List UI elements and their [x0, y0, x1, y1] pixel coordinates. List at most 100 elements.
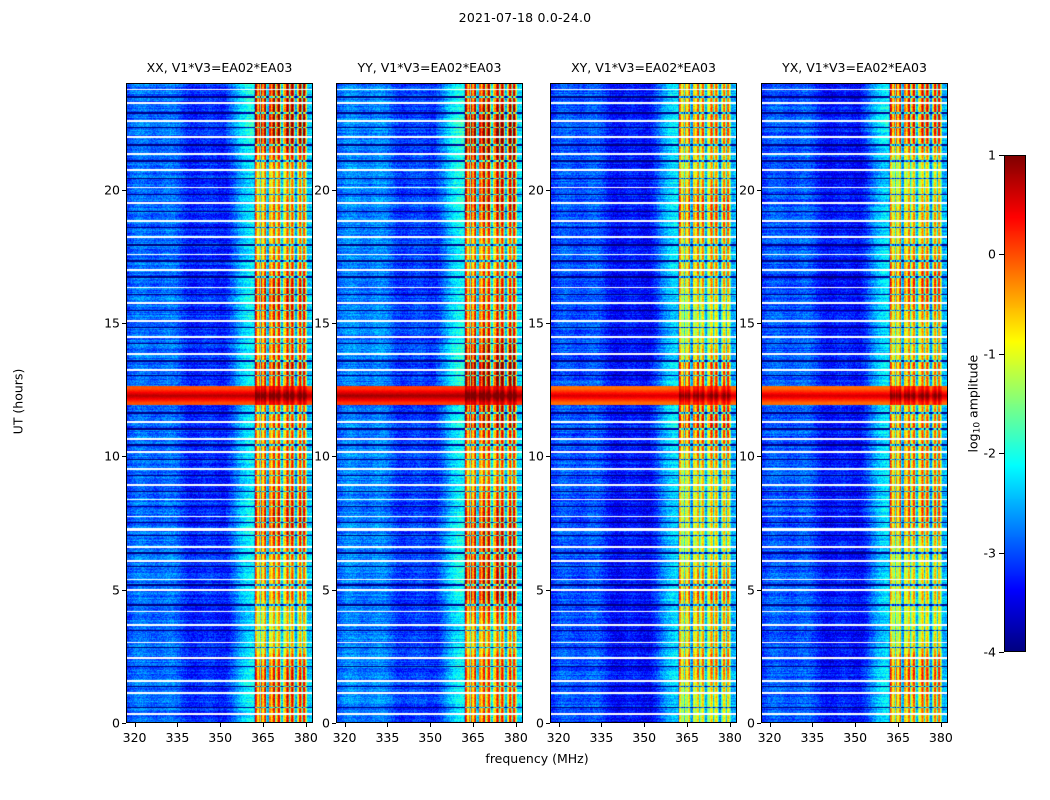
colorbar-frame	[1004, 155, 1026, 652]
y-tick-label: 15	[314, 315, 330, 331]
y-tick-label: 10	[314, 448, 330, 464]
colorbar-tick-mark	[999, 155, 1004, 156]
y-tick-mark	[122, 589, 126, 591]
y-tick-mark	[332, 323, 336, 324]
y-tick-mark	[757, 323, 761, 324]
y-tick-label: 15	[104, 315, 120, 331]
y-tick-mark	[332, 723, 336, 724]
colorbar-tick-mark	[999, 652, 1004, 653]
waterfall-panel-yy: YY, V1*V3=EA02*EA03	[336, 60, 523, 723]
x-tick-mark	[134, 723, 136, 727]
y-tick-label: 5	[322, 582, 330, 598]
x-tick-label: 350	[843, 730, 868, 745]
x-tick-label: 350	[418, 730, 443, 745]
x-tick-mark	[430, 723, 432, 727]
colorbar-tick-label: -1	[983, 346, 996, 362]
x-tick-mark	[644, 723, 646, 727]
x-tick-mark	[220, 723, 222, 727]
y-tick-label: 20	[314, 182, 330, 198]
x-tick-mark	[898, 723, 900, 727]
x-tick-label: 320	[122, 730, 147, 745]
y-tick-label: 10	[104, 448, 120, 464]
y-tick-label: 0	[536, 715, 544, 731]
x-tick-label: 320	[757, 730, 782, 745]
waterfall-image-xy	[550, 83, 737, 723]
y-tick-mark	[757, 589, 761, 591]
x-tick-mark	[940, 723, 942, 727]
x-tick-label: 335	[589, 730, 614, 745]
x-tick-label: 380	[503, 730, 528, 745]
colorbar-gradient	[1004, 155, 1026, 652]
panel-frame-xx	[126, 83, 313, 723]
x-tick-label: 380	[928, 730, 953, 745]
x-tick-mark	[305, 723, 307, 727]
x-tick-mark	[344, 723, 346, 727]
x-tick-label: 365	[461, 730, 485, 745]
y-tick-mark	[546, 323, 550, 324]
colorbar-label-suffix: amplitude	[965, 354, 981, 422]
x-tick-label: 350	[632, 730, 657, 745]
colorbar-tick-label: 0	[988, 246, 996, 262]
y-tick-label: 10	[528, 448, 544, 464]
x-tick-label: 380	[717, 730, 742, 745]
y-tick-mark	[546, 189, 550, 191]
colorbar-label-prefix: log	[965, 432, 981, 452]
x-tick-label: 350	[208, 730, 233, 745]
x-tick-mark	[855, 723, 857, 727]
colorbar-tick-mark	[999, 254, 1004, 256]
colorbar-tick-label: -2	[983, 445, 996, 461]
x-tick-mark	[769, 723, 771, 727]
x-axis-label: frequency (MHz)	[485, 751, 589, 766]
x-tick-mark	[812, 723, 814, 727]
y-tick-mark	[332, 589, 336, 591]
y-tick-label: 20	[104, 182, 120, 198]
y-tick-label: 5	[112, 582, 120, 598]
x-tick-mark	[515, 723, 517, 727]
y-tick-label: 15	[739, 315, 755, 331]
panel-frame-xy	[550, 83, 737, 723]
x-tick-label: 365	[886, 730, 910, 745]
y-tick-label: 5	[536, 582, 544, 598]
x-tick-mark	[473, 723, 475, 727]
y-tick-mark	[332, 189, 336, 191]
x-tick-label: 335	[800, 730, 825, 745]
y-tick-label: 5	[747, 582, 755, 598]
colorbar-tick-label: -4	[983, 644, 996, 660]
y-axis-label: UT (hours)	[10, 368, 26, 435]
y-tick-mark	[546, 456, 550, 458]
waterfall-image-xx	[126, 83, 313, 723]
colorbar-tick-label: 1	[988, 147, 996, 163]
x-tick-label: 335	[375, 730, 400, 745]
y-tick-mark	[546, 589, 550, 591]
y-tick-label: 0	[747, 715, 755, 731]
panel-title-xx: XX, V1*V3=EA02*EA03	[146, 60, 293, 75]
y-tick-mark	[757, 456, 761, 458]
figure-suptitle: 2021-07-18 0.0-24.0	[458, 10, 592, 25]
panel-frame-yx	[761, 83, 948, 723]
x-tick-label: 320	[332, 730, 357, 745]
x-tick-label: 320	[546, 730, 571, 745]
x-tick-label: 335	[165, 730, 190, 745]
waterfall-image-yy	[336, 83, 523, 723]
panel-title-yy: YY, V1*V3=EA02*EA03	[357, 60, 502, 75]
y-tick-label: 20	[528, 182, 544, 198]
x-tick-mark	[601, 723, 603, 727]
x-tick-mark	[177, 723, 179, 727]
y-tick-label: 0	[322, 715, 330, 731]
colorbar-tick-mark	[999, 453, 1004, 455]
y-tick-mark	[122, 456, 126, 458]
waterfall-image-yx	[761, 83, 948, 723]
y-tick-label: 10	[739, 448, 755, 464]
panel-frame-yy	[336, 83, 523, 723]
y-tick-mark	[546, 723, 550, 724]
x-tick-label: 380	[293, 730, 318, 745]
y-tick-mark	[757, 723, 761, 724]
panel-title-xy: XY, V1*V3=EA02*EA03	[571, 60, 716, 75]
x-tick-label: 365	[251, 730, 275, 745]
colorbar	[1004, 155, 1026, 652]
x-tick-label: 365	[675, 730, 699, 745]
x-tick-mark	[558, 723, 560, 727]
waterfall-panel-xx: XX, V1*V3=EA02*EA03	[126, 60, 313, 723]
y-tick-mark	[757, 189, 761, 191]
